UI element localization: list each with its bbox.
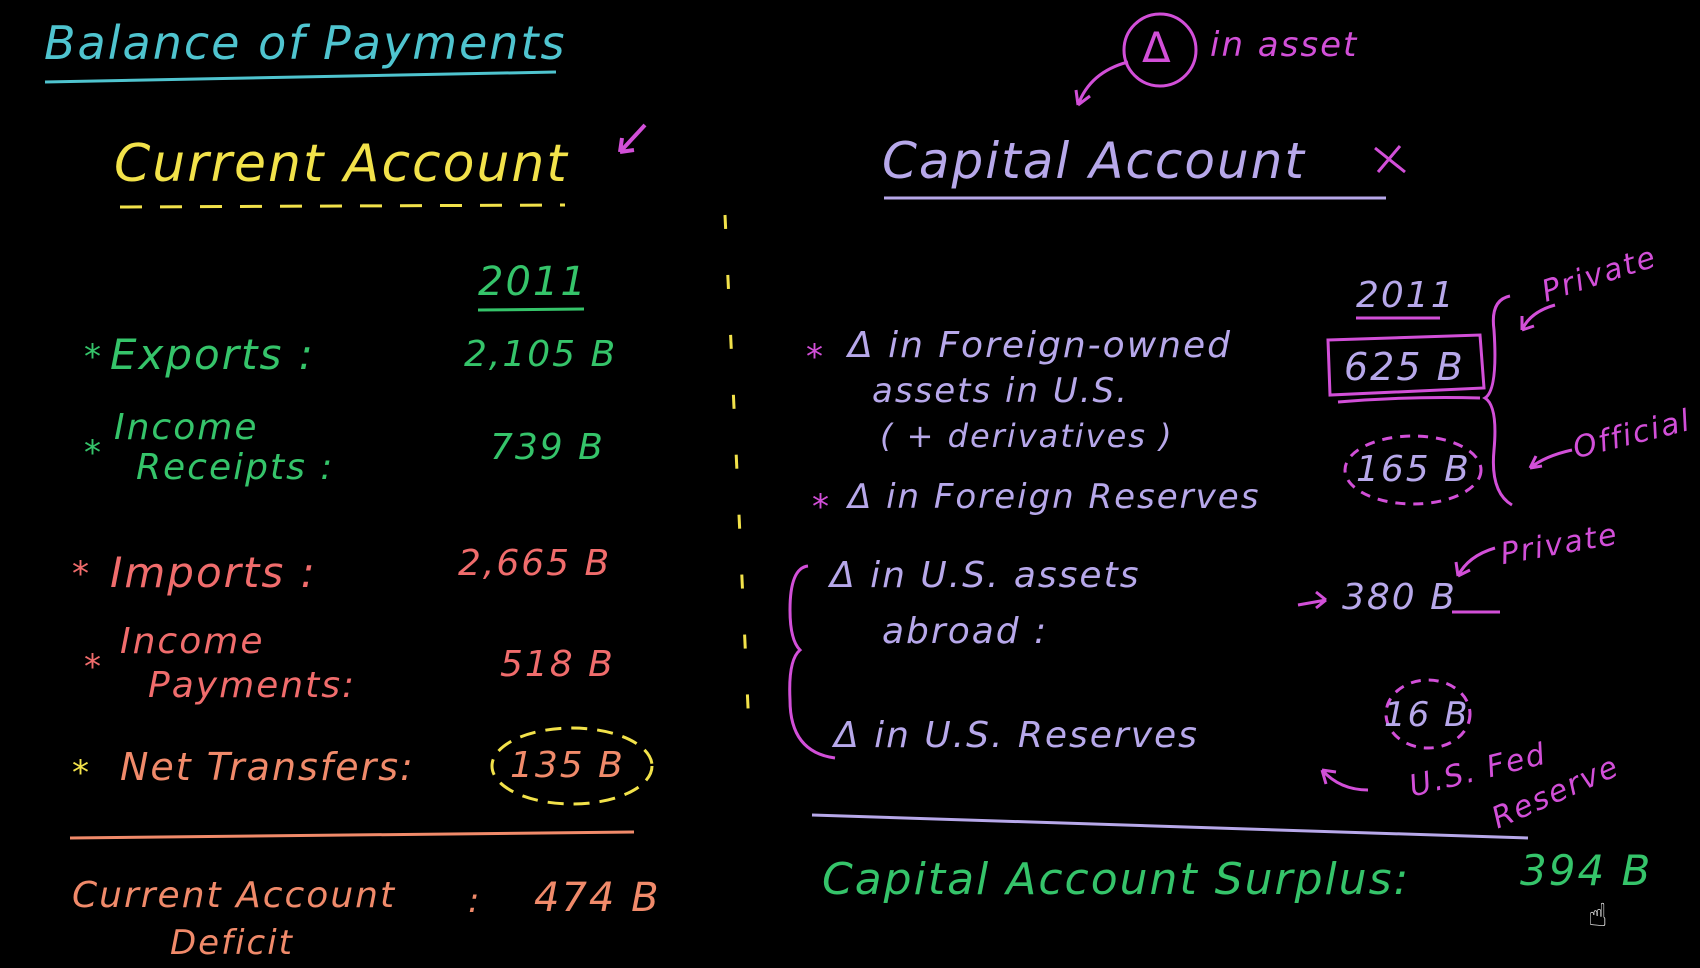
current-account-year: 2011: [478, 259, 588, 305]
title-underline: [44, 70, 557, 84]
capital-result-value: 394 B: [1520, 846, 1653, 895]
value-foreign-owned: 625 B: [1344, 345, 1465, 389]
delta-arrow: [1074, 60, 1129, 107]
label-us-assets-2: abroad :: [882, 611, 1049, 652]
delta-circle: [1122, 12, 1198, 88]
value-income-receipts: 739 B: [490, 427, 605, 468]
current-result-sep: :: [468, 881, 482, 921]
hand-cursor-icon: ☝: [1588, 896, 1608, 934]
value-165-circle: [1343, 434, 1483, 506]
private-bottom-arrow: [1454, 546, 1496, 578]
star-exports: *: [84, 337, 103, 377]
capital-result-label: Capital Account Surplus:: [822, 854, 1411, 905]
value-16-circle: [1384, 678, 1472, 750]
foreign-brace: [1482, 294, 1513, 507]
label-income-receipts-2: Receipts :: [136, 447, 335, 488]
capital-account-heading: Capital Account: [882, 132, 1306, 190]
label-foreign-owned-3: ( + derivatives ): [880, 417, 1174, 455]
star-imports: *: [72, 554, 91, 594]
star-net-transfers: *: [72, 753, 91, 793]
column-divider: [723, 214, 752, 751]
current-year-underline: [477, 307, 585, 312]
current-heading-arrow: [618, 123, 647, 154]
value-income-payments: 518 B: [500, 644, 615, 685]
current-result-value: 474 B: [534, 875, 661, 921]
label-foreign-owned-1: Δ in Foreign-owned: [848, 325, 1232, 366]
value-imports: 2,665 B: [458, 543, 612, 584]
delta-note-text: in asset: [1210, 25, 1359, 65]
label-income-receipts-1: Income: [114, 407, 259, 448]
fed-arrow: [1320, 768, 1369, 792]
value-625-box: [1326, 333, 1486, 397]
label-foreign-reserves: Δ in Foreign Reserves: [848, 477, 1261, 517]
private-top-arrow: [1520, 303, 1556, 332]
label-net-transfers: Net Transfers:: [120, 745, 415, 789]
page-title: Balance of Payments: [44, 16, 567, 70]
delta-symbol: Δ: [1142, 23, 1173, 72]
label-income-payments-2: Payments:: [148, 665, 357, 706]
official-arrow: [1528, 448, 1573, 470]
value-380-arrow: [1297, 590, 1327, 610]
label-us-assets-1: Δ in U.S. assets: [830, 555, 1141, 596]
label-income-payments-1: Income: [120, 621, 265, 662]
value-625-underline: [1337, 396, 1481, 404]
value-foreign-reserves: 165 B: [1356, 449, 1471, 490]
capital-account-year: 2011: [1356, 275, 1456, 316]
us-brace: [788, 564, 836, 760]
star-foreign-reserves: *: [812, 487, 831, 527]
current-account-heading: Current Account: [114, 134, 569, 194]
value-us-assets: 380 B: [1342, 577, 1457, 618]
current-result-label-2: Deficit: [170, 923, 294, 963]
current-result-label-1: Current Account: [72, 875, 397, 916]
value-135-circle: [490, 726, 654, 806]
capital-heading-mark: [1374, 145, 1406, 174]
star-income-payments: *: [84, 647, 103, 687]
label-foreign-owned-2: assets in U.S.: [872, 371, 1129, 411]
label-imports: Imports :: [110, 548, 317, 597]
label-us-reserves: Δ in U.S. Reserves: [834, 715, 1199, 756]
label-exports: Exports :: [110, 330, 315, 379]
value-us-reserves: 16 B: [1384, 695, 1470, 735]
star-foreign-owned: *: [806, 337, 825, 377]
capital-total-line: [811, 813, 1529, 840]
value-net-transfers: 135 B: [510, 745, 625, 786]
value-exports: 2,105 B: [464, 334, 618, 375]
current-total-line: [69, 830, 635, 840]
current-heading-underline: [119, 203, 566, 209]
star-income-receipts: *: [84, 433, 103, 473]
